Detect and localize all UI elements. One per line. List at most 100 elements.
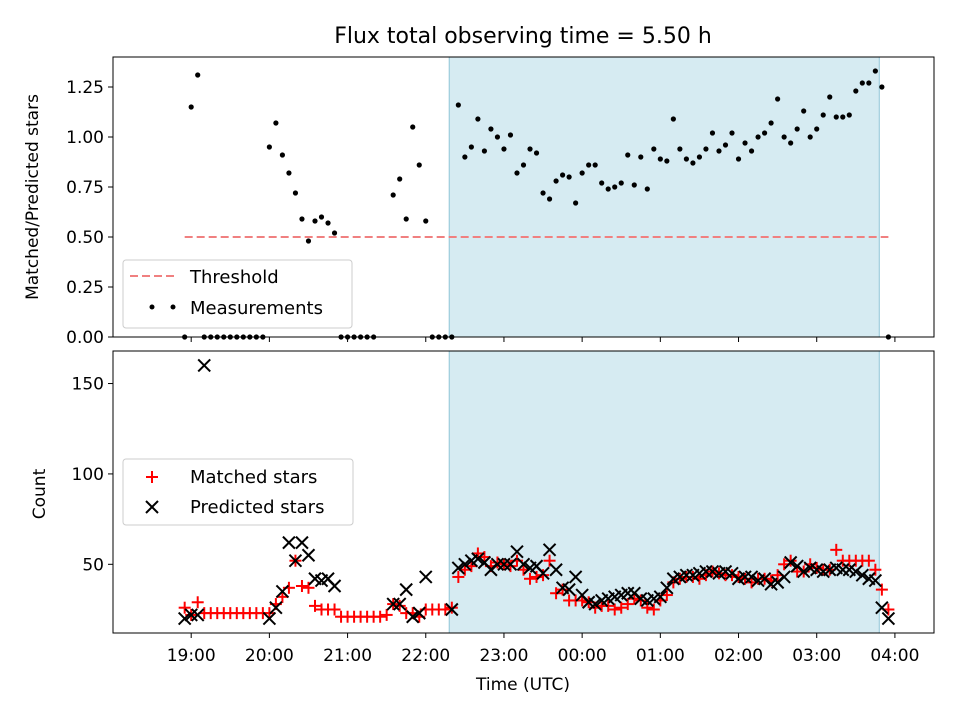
predicted-star-point <box>568 570 583 584</box>
predicted-star-point <box>327 579 342 593</box>
measurement-point <box>299 216 305 222</box>
predicted-star-point <box>288 553 303 568</box>
matched-star-point <box>295 580 308 592</box>
measurement-point <box>872 68 878 74</box>
top-y-tick-label: 0.00 <box>66 328 104 348</box>
top-axes-frame <box>112 56 935 338</box>
measurement-point <box>390 192 396 198</box>
measurement-point <box>520 162 527 168</box>
measurement-point <box>533 150 540 156</box>
predicted-star-point <box>796 564 811 579</box>
matched-star-point <box>830 543 843 556</box>
x-tick-label: 20:00 <box>245 646 294 666</box>
predicted-star-point <box>516 557 531 572</box>
matched-star-point <box>328 603 341 616</box>
top-panel: 0.00 0.25 0.50 0.75 1.00 1.25 Flux total obse… <box>23 24 935 348</box>
legend-matched-label: Matched stars <box>190 467 317 488</box>
measurement-point <box>195 72 201 78</box>
measurement-point <box>514 170 520 176</box>
predicted-star-point <box>197 358 211 373</box>
measurement-point <box>853 88 859 94</box>
measurement-point <box>331 230 338 236</box>
matched-star-point <box>276 590 289 603</box>
bottom-x-axis-label: Time (UTC) <box>475 675 570 695</box>
bottom-y-tick-label: 150 <box>72 375 104 395</box>
top-y-tick-label: 0.25 <box>66 278 104 298</box>
predicted-star-point <box>588 597 602 611</box>
legend-predicted-swatch <box>145 500 159 514</box>
predicted-star-point <box>262 611 277 626</box>
measurement-point <box>397 176 403 182</box>
bottom-y-axis-label: Count <box>30 468 50 519</box>
measurement-point <box>833 114 839 120</box>
measurement-point <box>638 154 644 160</box>
top-y-tick-label: 0.75 <box>66 178 104 198</box>
predicted-star-point <box>275 584 290 599</box>
predicted-star-point <box>836 563 850 577</box>
measurement-point <box>814 126 820 132</box>
bottom-x-ticks: 19:00 20:00 21:00 22:00 23:00 00:00 01:00 02:00… <box>167 633 919 666</box>
measurement-point <box>566 174 572 180</box>
measurement-point <box>657 156 663 162</box>
predicted-star-point <box>660 581 674 595</box>
x-tick-label: 01:00 <box>636 646 685 666</box>
legend-predicted-label: Predicted stars <box>190 497 324 518</box>
measurement-point <box>279 152 286 158</box>
measurement-point <box>840 114 846 120</box>
measurement-point <box>305 238 312 244</box>
x-tick-label: 19:00 <box>167 646 216 666</box>
measurement-point <box>403 216 409 222</box>
measurement-point <box>644 186 650 192</box>
predicted-star-point <box>503 557 518 572</box>
measurement-point <box>827 94 833 100</box>
predicted-star-point <box>269 600 283 615</box>
predicted-star-point <box>653 590 668 604</box>
measurement-point <box>553 178 559 184</box>
predicted-star-point <box>445 602 459 617</box>
x-tick-label: 21:00 <box>323 646 372 666</box>
bottom-y-ticks: 50 100 150 <box>72 375 113 575</box>
predicted-star-point <box>875 600 889 615</box>
measurement-point <box>273 120 279 126</box>
matched-star-point <box>647 603 660 616</box>
matched-star-point <box>471 547 484 560</box>
predicted-star-point <box>536 566 550 581</box>
predicted-star-point <box>497 557 511 572</box>
matched-star-point <box>634 594 647 607</box>
x-tick-label: 00:00 <box>558 646 607 666</box>
measurement-point <box>586 162 592 168</box>
measurement-point <box>559 172 566 178</box>
measurement-point <box>462 154 468 160</box>
measurement-point <box>494 134 501 140</box>
predicted-star-point <box>562 582 576 597</box>
measurement-point <box>410 124 416 130</box>
matched-star-point <box>543 554 556 567</box>
measurement-point <box>592 162 598 168</box>
legend-threshold-label: Threshold <box>189 267 279 288</box>
measurement-point <box>612 184 618 190</box>
measurement-point <box>859 80 865 86</box>
top-y-axis-label: Matched/Predicted stars <box>23 94 43 300</box>
matched-star-point <box>452 570 465 583</box>
measurement-point <box>768 120 774 126</box>
predicted-star-point <box>510 544 524 559</box>
measurement-point <box>618 180 624 186</box>
measurement-point <box>501 146 507 152</box>
measurement-point <box>631 182 637 188</box>
legend-measurements-label: Measurements <box>190 298 323 319</box>
measurement-point <box>546 196 553 202</box>
measurement-point <box>579 170 585 176</box>
matched-star-point <box>524 572 537 585</box>
matched-star-point <box>641 601 654 614</box>
measurement-point <box>722 142 729 148</box>
predicted-star-point <box>738 570 752 584</box>
measurement-point <box>709 130 716 136</box>
measurement-point <box>735 156 742 162</box>
top-x-ticks <box>190 337 896 342</box>
measurement-point <box>866 80 872 86</box>
predicted-star-point <box>301 548 316 562</box>
matched-star-point <box>380 608 393 621</box>
measurement-point <box>690 160 696 166</box>
measurement-point <box>664 158 670 164</box>
